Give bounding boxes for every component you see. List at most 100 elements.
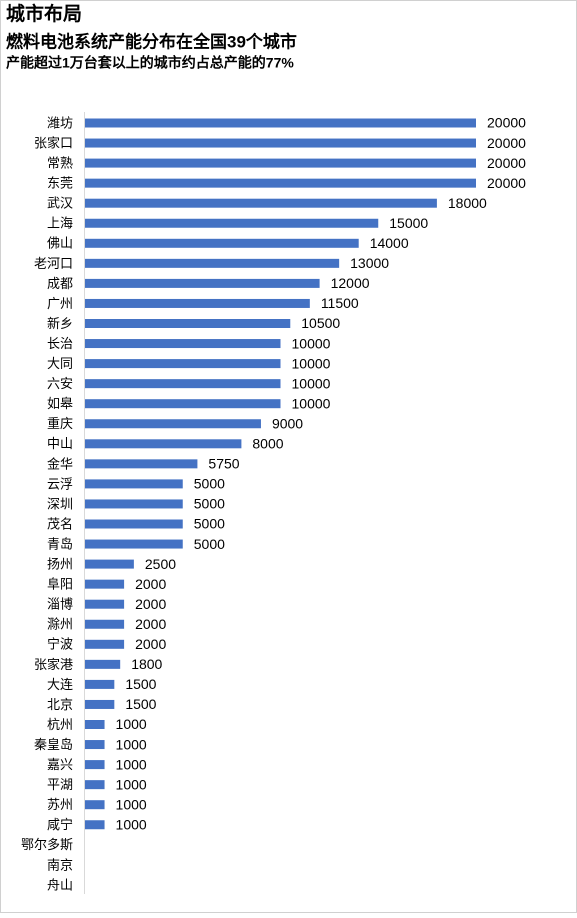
y-tick-label: 云浮 — [47, 476, 73, 491]
value-label: 1000 — [116, 756, 147, 772]
bar — [85, 278, 320, 288]
value-label: 20000 — [487, 155, 526, 171]
value-label: 1000 — [116, 796, 147, 812]
y-tick-label: 阜阳 — [47, 577, 73, 592]
bar — [85, 679, 115, 689]
y-tick-label: 新乡 — [47, 316, 73, 331]
bar — [85, 479, 183, 489]
y-tick-label: 扬州 — [47, 557, 73, 572]
bar — [85, 319, 291, 328]
value-label: 10000 — [292, 335, 331, 351]
y-tick-label: 宁波 — [47, 637, 73, 652]
bar — [85, 740, 105, 750]
y-tick-label: 秦皇岛 — [34, 737, 73, 752]
value-label: 2000 — [135, 636, 166, 652]
y-tick-label: 青岛 — [47, 536, 73, 551]
bar — [85, 760, 105, 770]
value-label: 14000 — [370, 235, 409, 251]
value-label: 9000 — [272, 415, 303, 431]
value-label: 5000 — [194, 496, 225, 512]
y-tick-label: 张家港 — [34, 657, 73, 672]
value-label: 2000 — [135, 576, 166, 592]
value-label: 1000 — [116, 736, 147, 752]
value-label: 1800 — [131, 656, 162, 672]
y-tick-label: 张家口 — [34, 135, 73, 150]
bar — [85, 800, 105, 810]
value-label: 10000 — [292, 355, 331, 371]
y-tick-label: 长治 — [47, 336, 73, 351]
y-tick-label: 滁州 — [47, 617, 73, 632]
value-label: 20000 — [487, 175, 526, 191]
y-tick-label: 杭州 — [47, 717, 73, 732]
y-tick-label: 深圳 — [47, 496, 73, 511]
bar — [85, 238, 359, 248]
y-tick-label: 南京 — [47, 857, 73, 872]
value-label: 1000 — [116, 776, 147, 792]
bar — [85, 439, 242, 449]
value-label: 5000 — [194, 516, 225, 532]
value-label: 18000 — [448, 195, 487, 211]
bar — [85, 198, 437, 208]
bar — [85, 419, 261, 429]
value-label: 2000 — [135, 616, 166, 632]
value-label: 10000 — [292, 375, 331, 391]
y-tick-label: 老河口 — [34, 256, 73, 271]
value-label: 2000 — [135, 596, 166, 612]
y-tick-label: 常熟 — [47, 156, 73, 171]
y-tick-label: 潍坊 — [47, 115, 73, 130]
bar — [85, 359, 281, 369]
value-label: 5750 — [208, 456, 239, 472]
y-tick-label: 淄博 — [47, 597, 73, 612]
y-tick-label: 六安 — [47, 376, 73, 391]
value-label: 10000 — [292, 395, 331, 411]
y-tick-label: 舟山 — [47, 877, 73, 892]
value-label: 13000 — [350, 255, 389, 271]
y-tick-label: 大同 — [47, 356, 73, 371]
y-tick-label: 苏州 — [47, 797, 73, 812]
y-tick-label: 如皋 — [47, 396, 73, 411]
annotation: 产能超过1万台套以上的城市约占总产能的77% — [6, 55, 294, 71]
bar — [85, 659, 121, 669]
y-tick-label: 重庆 — [47, 416, 73, 431]
y-tick-label: 茂名 — [47, 516, 73, 531]
value-label: 2500 — [145, 556, 176, 572]
y-tick-label: 广州 — [47, 296, 73, 311]
chart-subtitle: 燃料电池系统产能分布在全国39个城市 — [6, 31, 297, 51]
bar — [85, 559, 134, 569]
bar — [85, 459, 198, 469]
y-tick-label: 上海 — [47, 216, 73, 231]
bar — [85, 399, 281, 409]
y-tick-label: 成都 — [47, 276, 73, 291]
bar — [85, 820, 105, 830]
y-tick-label: 东莞 — [47, 176, 73, 191]
y-tick-label: 鄂尔多斯 — [21, 837, 73, 852]
y-tick-label: 武汉 — [47, 196, 73, 211]
y-tick-label: 大连 — [47, 677, 73, 692]
y-tick-label: 中山 — [47, 436, 73, 451]
value-label: 10500 — [301, 315, 340, 331]
bar — [85, 138, 476, 148]
value-label: 11500 — [321, 295, 359, 311]
chart-title: 城市布局 — [6, 2, 82, 25]
bar — [85, 599, 125, 609]
bar — [85, 619, 125, 629]
value-label: 1500 — [125, 676, 156, 692]
value-label: 20000 — [487, 115, 526, 131]
value-label: 1000 — [116, 816, 147, 832]
bar — [85, 158, 476, 168]
bar — [85, 258, 340, 268]
value-label: 15000 — [389, 215, 428, 231]
bar — [85, 499, 183, 509]
y-tick-label: 平湖 — [47, 777, 73, 792]
y-tick-label: 北京 — [47, 697, 73, 712]
y-tick-label: 嘉兴 — [47, 757, 73, 772]
bar — [85, 579, 125, 589]
value-label: 12000 — [331, 275, 370, 291]
y-tick-label: 金华 — [47, 456, 73, 471]
value-label: 5000 — [194, 536, 225, 552]
bar — [85, 720, 105, 729]
bar — [85, 218, 379, 228]
bar — [85, 118, 476, 128]
bar — [85, 519, 183, 529]
